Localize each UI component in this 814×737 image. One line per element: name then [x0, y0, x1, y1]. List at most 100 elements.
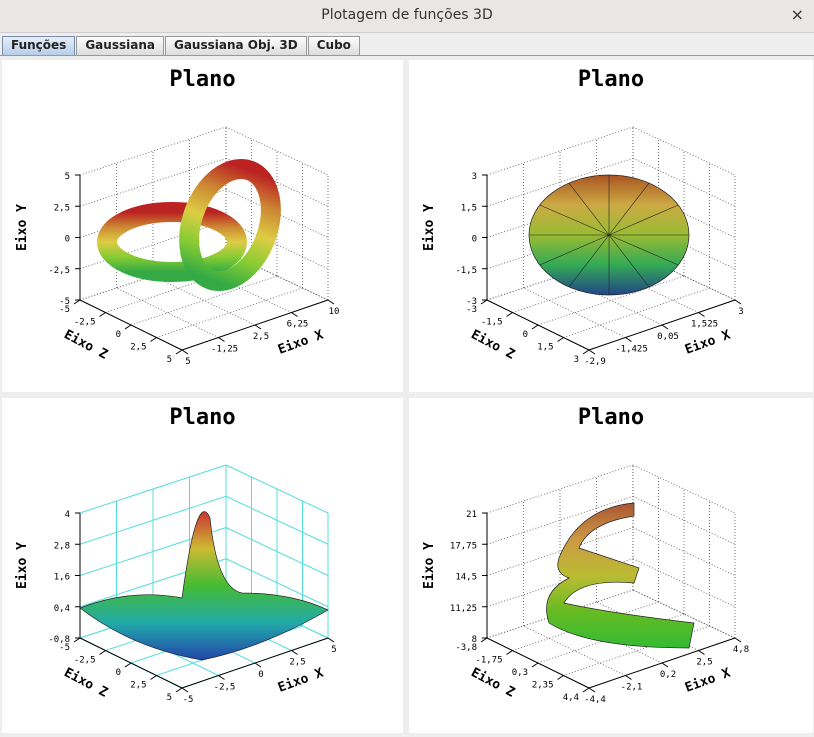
x-axis-label: Eixo X	[276, 666, 325, 696]
grid-line	[559, 613, 663, 664]
surface-line	[568, 234, 610, 288]
tick	[99, 312, 106, 317]
tick	[73, 299, 81, 305]
z-axis-label: Eixo Z	[468, 665, 517, 700]
tick	[150, 675, 157, 680]
tick	[734, 637, 742, 643]
plot-title: Plano	[169, 67, 235, 92]
x-tick-label: 10	[329, 307, 340, 317]
surface-line	[539, 204, 610, 236]
grid-line	[156, 287, 303, 338]
tick	[254, 324, 262, 330]
tab[interactable]: Gaussiana Obj. 3D	[164, 36, 307, 55]
surface-line	[608, 204, 679, 236]
z-tick-label: 0	[116, 330, 121, 340]
surface-line	[608, 234, 679, 266]
grid-line	[225, 126, 329, 176]
tick	[506, 650, 513, 655]
title-bar: Plotagem de funções 3D ×	[0, 0, 814, 33]
tick	[531, 324, 539, 330]
surface	[79, 511, 329, 661]
tick	[327, 637, 335, 643]
y-tick-label: 5	[65, 172, 70, 182]
x-tick-label: -2,1	[621, 683, 643, 693]
y-tick-label: 17,75	[450, 541, 477, 551]
grid-line	[632, 464, 736, 514]
tick	[181, 349, 189, 355]
x-tick-label: 6,25	[287, 320, 309, 330]
z-tick-label: -2,5	[74, 318, 96, 328]
grid-line	[632, 157, 736, 207]
x-axis-label: Eixo X	[683, 328, 732, 358]
tab[interactable]: Gaussiana	[76, 36, 164, 55]
x-tick-label: 1,525	[691, 320, 718, 330]
y-axis-label: Eixo Y	[15, 542, 30, 589]
x-tick-label: -1,425	[615, 345, 648, 355]
y-tick-label: 14,5	[455, 573, 477, 583]
plot: Plano 3 1,5 0 -1,5 -3-3 -1,5 0 1,5 3 -2,9 -1,425 0,0…	[422, 67, 744, 367]
tick	[150, 337, 157, 342]
z-axis-label: Eixo Z	[61, 327, 110, 362]
grid-line	[632, 527, 736, 576]
tick	[181, 687, 189, 693]
y-tick-label: 2,8	[54, 541, 70, 551]
grid-line	[225, 464, 329, 514]
tick	[625, 675, 632, 680]
surface	[546, 502, 695, 649]
tab[interactable]: Cubo	[307, 36, 360, 55]
y-axis-label: Eixo Y	[422, 542, 437, 589]
y-tick-label: 0,4	[54, 604, 70, 614]
x-tick-label: 0	[258, 670, 263, 680]
x-tick-label: 4,8	[733, 645, 749, 655]
tick	[73, 637, 81, 643]
z-tick-label: -5	[59, 305, 70, 315]
z-tick-label: -2,5	[74, 656, 96, 666]
grid-line	[225, 495, 329, 545]
plot-panel: Plano 21 17,75 14,5 11,25 8 -3,8 -1,75 0,3 2,35 4,…	[409, 398, 813, 733]
z-tick-label: 5	[167, 693, 172, 703]
plot-panel: Plano 3 1,5 0 -1,5 -3 -3 -1,5 0 1,5 3 -2,9 -1,425 0,0…	[409, 60, 813, 392]
grid-line	[632, 558, 736, 608]
surface	[179, 158, 281, 292]
grid-line	[116, 287, 219, 338]
tick	[480, 299, 488, 305]
tick	[661, 662, 669, 668]
z-tick-label: 2,5	[130, 343, 146, 353]
grid-line	[523, 287, 626, 338]
x-tick-label: 3	[738, 307, 743, 317]
z-tick-label: -5	[59, 643, 70, 653]
surface-line	[539, 234, 610, 266]
y-tick-label: -1,5	[455, 266, 477, 276]
x-tick-label: 2,5	[253, 332, 269, 342]
z-tick-label: -1,5	[481, 318, 503, 328]
tick	[175, 349, 183, 355]
z-tick-label: -1,75	[475, 656, 502, 666]
y-tick-label: 4	[65, 510, 70, 520]
tick	[531, 662, 539, 668]
tick	[582, 349, 590, 355]
tick	[218, 675, 225, 680]
plot-title: Plano	[578, 405, 644, 430]
tab-line	[0, 55, 814, 56]
y-tick-label: -3	[466, 297, 477, 307]
y-tick-label: 21	[466, 510, 477, 520]
tick	[588, 349, 596, 355]
grid-line	[632, 589, 736, 639]
tick	[291, 312, 298, 317]
tab[interactable]: Funções	[2, 36, 76, 55]
tick	[124, 324, 132, 330]
tick	[557, 337, 564, 342]
z-tick-label: 0,3	[512, 668, 528, 678]
tick	[175, 687, 183, 693]
z-tick-label: 0	[116, 668, 121, 678]
x-axis-label: Eixo X	[683, 666, 732, 696]
close-button[interactable]: ×	[790, 5, 804, 24]
grid-line	[189, 263, 292, 313]
x-tick-label: 2,5	[696, 658, 712, 668]
x-tick-label: 2,5	[289, 658, 305, 668]
surface-line	[568, 182, 610, 236]
surface-line	[608, 182, 650, 236]
y-tick-label: 11,25	[450, 604, 477, 614]
